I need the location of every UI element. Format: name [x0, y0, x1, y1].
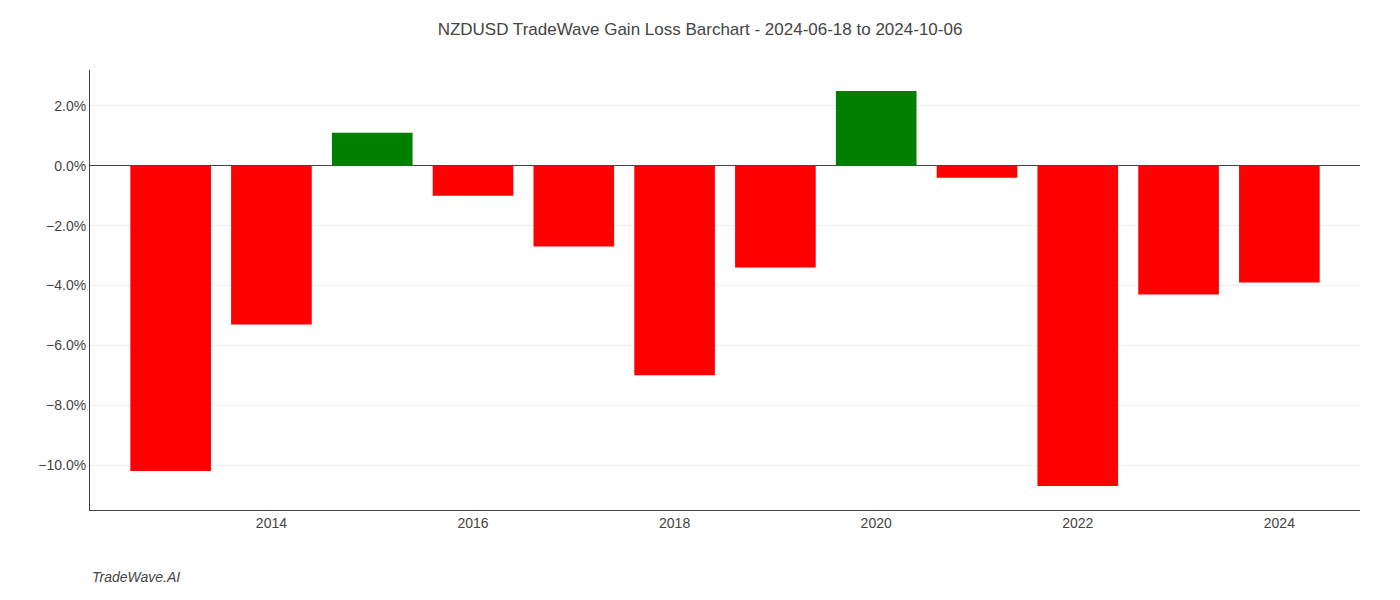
svg-text:2014: 2014 — [256, 515, 287, 531]
svg-text:−10.0%: −10.0% — [38, 457, 86, 473]
svg-text:2.0%: 2.0% — [54, 98, 86, 114]
svg-text:−8.0%: −8.0% — [46, 397, 86, 413]
svg-text:−6.0%: −6.0% — [46, 337, 86, 353]
svg-text:2018: 2018 — [659, 515, 690, 531]
svg-text:NZDUSD TradeWave Gain Loss Bar: NZDUSD TradeWave Gain Loss Barchart - 20… — [438, 20, 963, 39]
svg-text:TradeWave.AI: TradeWave.AI — [92, 569, 180, 585]
svg-text:2020: 2020 — [861, 515, 892, 531]
svg-text:−2.0%: −2.0% — [46, 218, 86, 234]
svg-text:2022: 2022 — [1062, 515, 1093, 531]
svg-text:2016: 2016 — [457, 515, 488, 531]
svg-text:2024: 2024 — [1264, 515, 1295, 531]
svg-text:0.0%: 0.0% — [54, 158, 86, 174]
svg-text:−4.0%: −4.0% — [46, 277, 86, 293]
